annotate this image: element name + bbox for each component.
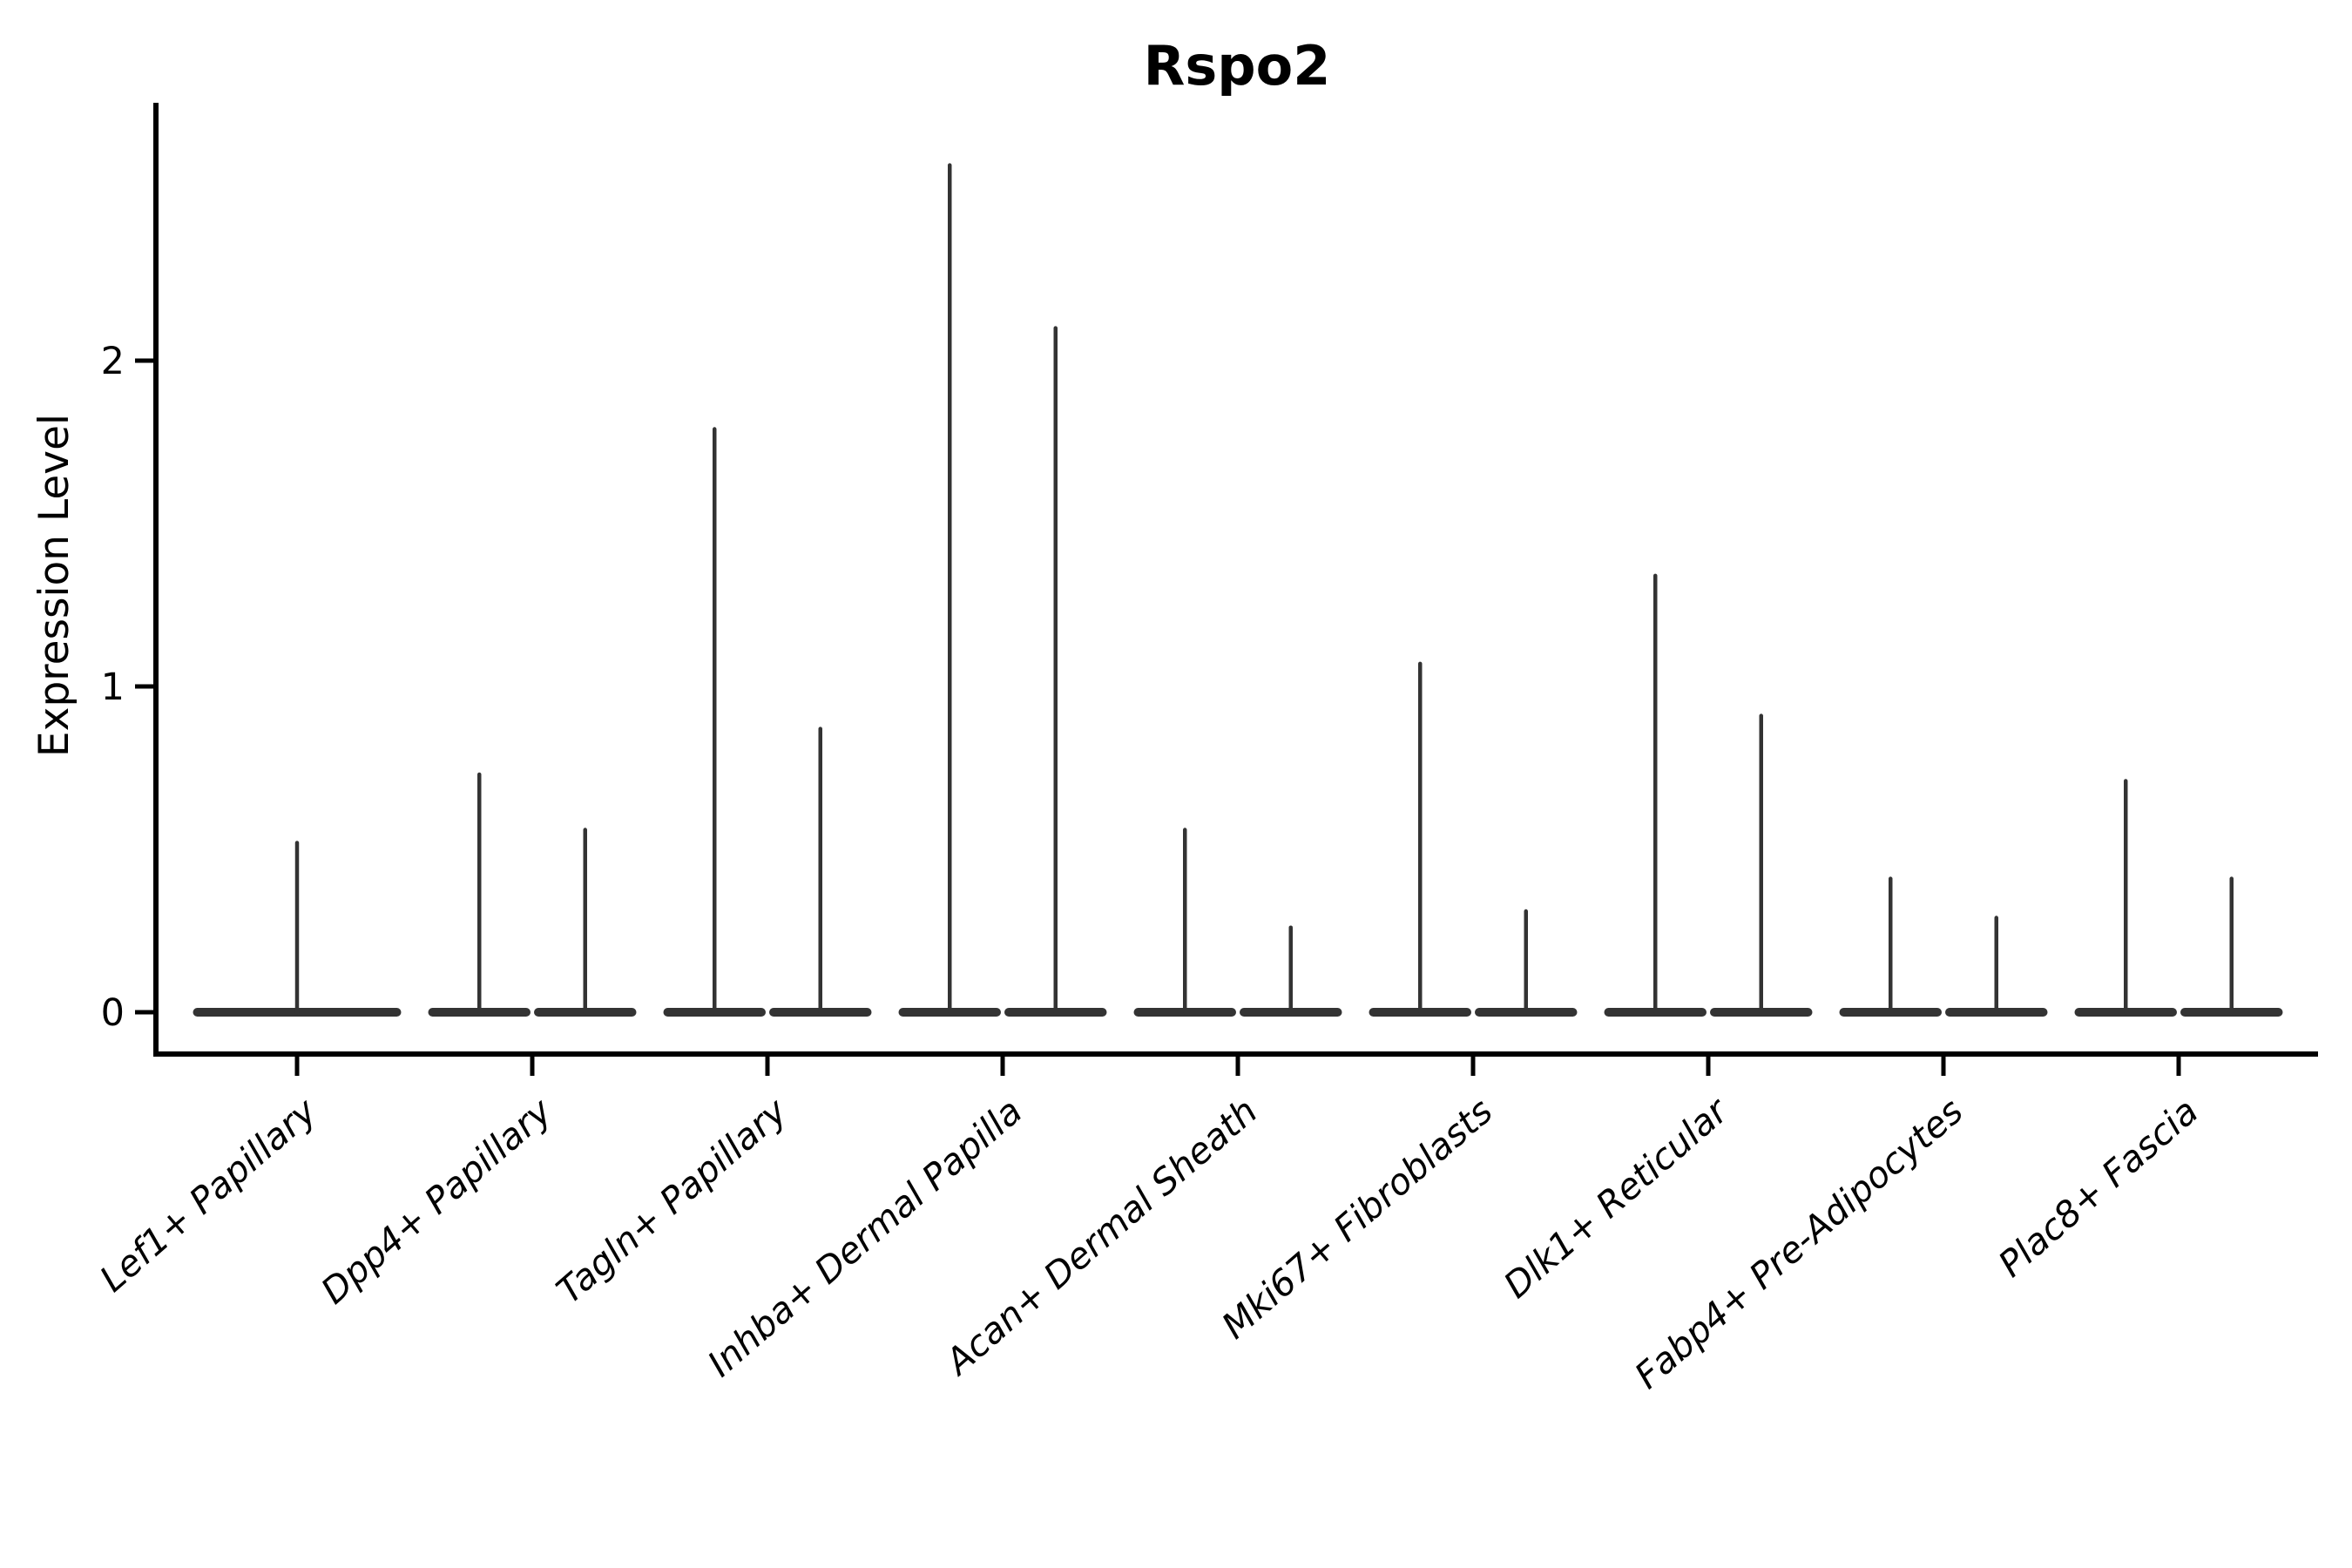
violin [1710, 713, 1813, 1017]
chart-title: Rspo2 [1144, 34, 1331, 98]
violin [1604, 573, 1707, 1017]
violin [2180, 876, 2283, 1017]
violin [1133, 828, 1236, 1017]
violin [1475, 909, 1578, 1017]
violin [663, 427, 766, 1017]
violin [1839, 876, 1942, 1017]
x-tick-label: Tagln+ Papillary [549, 1090, 795, 1312]
violin [428, 772, 531, 1017]
violin [898, 163, 1001, 1017]
violin [2074, 779, 2177, 1017]
violin [1369, 661, 1471, 1017]
violin [1004, 326, 1107, 1017]
y-axis-label: Expression Level [30, 414, 78, 757]
x-tick-label: Dlk1+ Reticular [1496, 1089, 1737, 1307]
y-tick-labels: 0 1 2 [101, 340, 125, 1035]
violin [1240, 925, 1342, 1017]
violins-layer [193, 163, 2283, 1017]
x-tick-label: Plac8+ Fascia [1990, 1090, 2207, 1285]
y-tick-label: 1 [101, 666, 125, 709]
y-tick-label: 0 [101, 991, 125, 1035]
violin [769, 727, 872, 1017]
violin [1945, 916, 2048, 1017]
axes-layer [135, 103, 2318, 1076]
x-tick-label: Dpp4+ Papillary [313, 1090, 560, 1312]
violin [193, 841, 402, 1017]
x-tick-label: Lef1+ Papillary [91, 1090, 325, 1301]
y-tick-label: 2 [101, 340, 125, 383]
violin [534, 828, 637, 1017]
